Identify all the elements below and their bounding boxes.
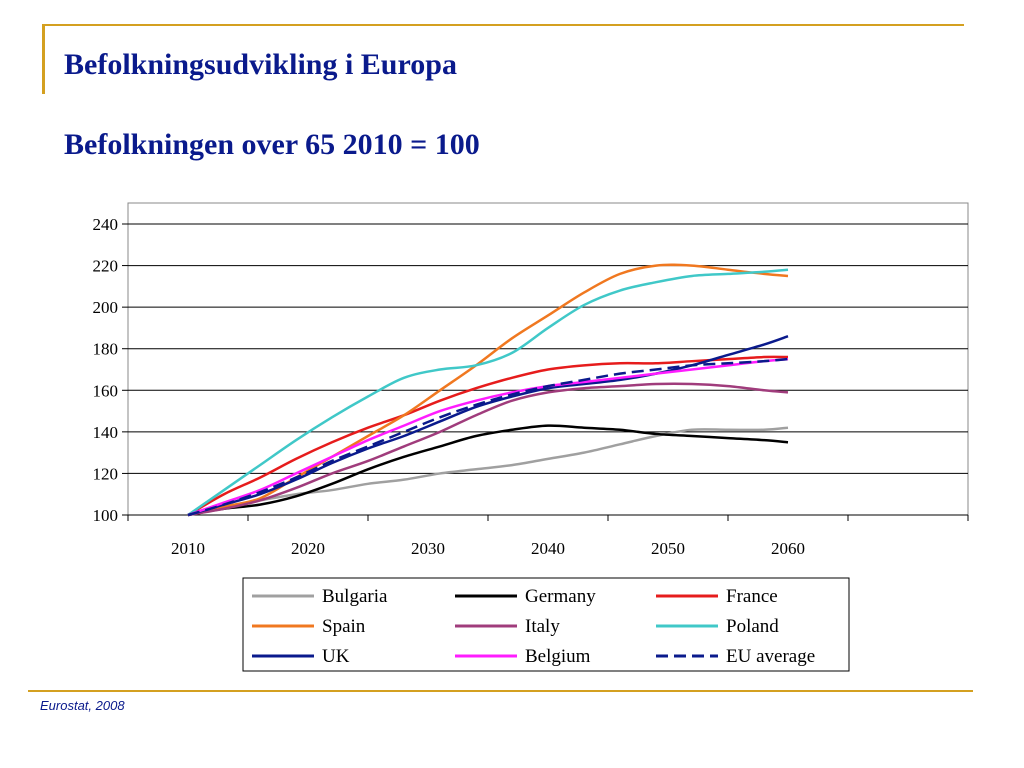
y-tick-label: 220 [93, 257, 119, 276]
legend-label: Germany [525, 586, 596, 607]
legend-label: EU average [726, 646, 815, 667]
series-line-france [187, 355, 789, 517]
x-tick-label: 2040 [531, 539, 565, 558]
legend-label: France [726, 586, 778, 607]
y-tick-label: 240 [93, 215, 119, 234]
y-tick-label: 200 [93, 298, 119, 317]
y-tick-label: 100 [93, 506, 119, 525]
legend-label: Italy [525, 616, 560, 637]
series-line-germany [187, 424, 789, 517]
source-note: Eurostat, 2008 [40, 698, 125, 713]
x-tick-label: 2030 [411, 539, 445, 558]
series-line-eu-average [187, 357, 789, 517]
y-tick-label: 120 [93, 464, 119, 483]
y-tick-label: 140 [93, 423, 119, 442]
accent-line-bottom [28, 690, 973, 692]
line-chart: 100 120 140 160 180 200 220 240 2010 2020 2030 2040… [93, 202, 969, 672]
accent-line-top [42, 24, 964, 26]
legend-label: Bulgaria [322, 586, 388, 607]
series-line-belgium [187, 357, 789, 517]
slide-subtitle: Befolkningen over 65 2010 = 100 [64, 128, 480, 161]
series-line-bulgaria [187, 426, 789, 517]
x-tick-label: 2060 [771, 539, 805, 558]
x-tick-label: 2020 [291, 539, 325, 558]
slide-title: Befolkningsudvikling i Europa [64, 48, 457, 81]
y-tick-label: 160 [93, 381, 119, 400]
legend-box [242, 577, 850, 672]
legend-label: UK [322, 646, 350, 667]
accent-line-vertical [42, 24, 45, 94]
legend-label: Poland [726, 616, 779, 637]
series-line-poland [187, 268, 789, 517]
series-line-italy [187, 382, 789, 517]
x-tick-label: 2010 [171, 539, 205, 558]
y-tick-label: 180 [93, 340, 119, 359]
legend-label: Belgium [525, 646, 591, 667]
legend-label: Spain [322, 616, 366, 637]
x-tick-label: 2050 [651, 539, 685, 558]
